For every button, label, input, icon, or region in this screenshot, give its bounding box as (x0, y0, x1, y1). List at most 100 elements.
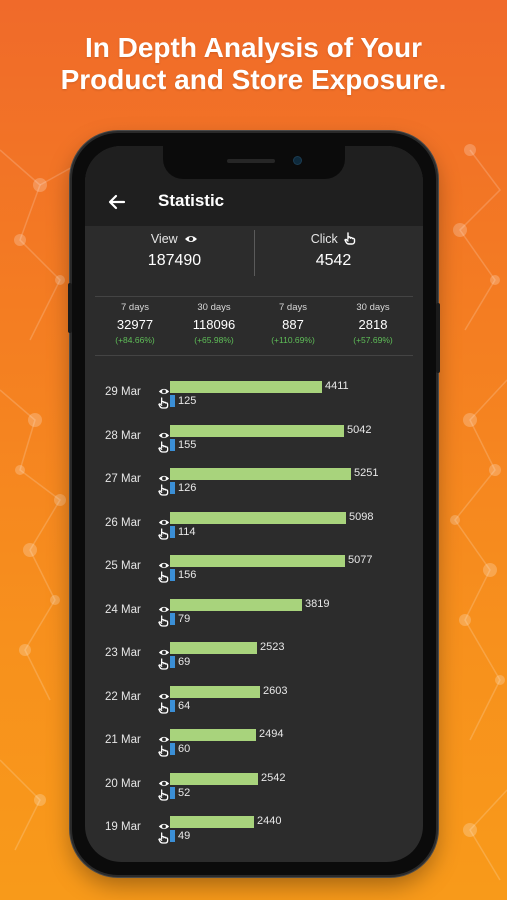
click-bar (170, 525, 175, 538)
bar-category-label: 20 Mar (105, 777, 141, 790)
bar-category-label: 23 Mar (105, 647, 141, 659)
eye-icon (158, 557, 170, 569)
period-value: 2818 (358, 317, 388, 332)
hand-pointer-icon (158, 657, 170, 670)
period-days: 7 days (121, 302, 149, 313)
view-value-label: 2603 (263, 684, 288, 697)
click-value-label: 125 (178, 395, 197, 407)
hand-pointer-icon (158, 483, 170, 496)
eye-icon (158, 775, 170, 787)
hand-pointer-icon (158, 701, 170, 714)
view-bar (170, 555, 345, 567)
hand-pointer-icon (158, 396, 170, 409)
click-bar (170, 656, 175, 668)
hand-pointer-icon (158, 614, 170, 627)
eye-icon (158, 514, 170, 526)
bar-category-label: 25 Mar (105, 560, 141, 572)
click-label: Click (310, 232, 338, 246)
bar-category-label: 19 Mar (105, 821, 141, 833)
headline-line-1: In Depth Analysis of Your (84, 32, 423, 63)
click-value-label: 114 (178, 525, 196, 538)
eye-icon (158, 644, 170, 656)
view-label: View (150, 232, 178, 246)
back-button[interactable] (103, 188, 131, 216)
view-bar (170, 511, 346, 524)
speaker-grille (227, 159, 275, 163)
eye-icon (158, 383, 170, 395)
click-total: 4542 (315, 252, 352, 269)
period-value: 118096 (192, 317, 236, 332)
period-stats: 7 days 32977 (+84.66%) 30 days 118096 (+… (95, 296, 413, 356)
view-value-label: 5042 (347, 423, 372, 436)
eye-icon (158, 818, 170, 830)
period-days: 30 days (356, 302, 390, 313)
view-bar (170, 729, 256, 741)
eye-icon (158, 470, 170, 482)
hand-pointer-icon (158, 831, 170, 844)
view-bar (170, 381, 322, 393)
eye-icon (158, 601, 170, 613)
front-camera (294, 157, 301, 164)
bar-category-label: 22 Mar (105, 690, 141, 703)
period-days: 7 days (279, 302, 307, 313)
phone-power-button (436, 303, 440, 373)
view-bar (170, 685, 260, 698)
phone-screen: Statistic View 187490 Click (85, 146, 423, 862)
hand-pointer-icon (158, 570, 170, 583)
click-value-label: 49 (178, 830, 191, 842)
bar-category-label: 28 Mar (105, 429, 141, 442)
view-bar (170, 598, 302, 611)
phone-volume-button (68, 283, 72, 333)
eye-icon (158, 427, 170, 439)
click-value-label: 69 (178, 656, 191, 668)
hand-pointer-icon (158, 527, 170, 540)
view-value-label: 3819 (305, 597, 330, 610)
click-value-label: 126 (178, 482, 197, 494)
eye-icon (185, 236, 198, 242)
click-bar (170, 395, 175, 407)
headline-line-2: Product and Store Exposure. (60, 64, 447, 95)
summary-panel: View 187490 Click 4542 (95, 226, 413, 284)
page-title: Statistic (158, 191, 225, 210)
view-value-label: 2440 (257, 815, 282, 827)
view-value-label: 2523 (260, 641, 285, 653)
period-value: 887 (282, 317, 304, 332)
click-value-label: 156 (178, 569, 197, 581)
click-bar (170, 830, 175, 842)
bar-category-label: 29 Mar (105, 386, 141, 398)
click-bar (170, 569, 175, 581)
view-value-label: 2494 (259, 728, 284, 740)
daily-bar-chart: 29 Mar 4411 125 28 Mar 5042 155 27 Mar 5251 126 2… (85, 146, 423, 862)
period-change: (+110.69%) (271, 335, 315, 345)
period-change: (+84.66%) (115, 335, 155, 345)
eye-icon (158, 688, 170, 700)
click-value-label: 64 (178, 699, 191, 712)
summary-divider (254, 230, 255, 276)
click-bar (170, 482, 175, 494)
click-bar (170, 743, 175, 755)
view-bar (170, 816, 254, 828)
view-value-label: 4411 (325, 380, 349, 392)
hand-pointer-icon (158, 788, 170, 801)
hand-pointer-icon (158, 440, 170, 453)
bar-category-label: 21 Mar (105, 734, 141, 746)
hand-pointer-icon (158, 744, 170, 757)
phone-notch (163, 146, 345, 179)
click-value-label: 155 (178, 438, 197, 451)
click-value-label: 60 (178, 743, 191, 755)
period-value: 32977 (116, 317, 154, 332)
app-bar: Statistic (85, 146, 423, 226)
period-change: (+57.69%) (353, 335, 393, 345)
click-bar (170, 699, 175, 712)
bar-category-label: 26 Mar (105, 516, 141, 529)
view-bar (170, 424, 344, 437)
view-value-label: 5251 (354, 467, 379, 479)
click-bar (170, 438, 175, 451)
promo-headline: In Depth Analysis of Your Product and St… (0, 32, 507, 96)
view-bar (170, 772, 258, 785)
arrow-left-icon (108, 194, 126, 210)
view-value-label: 2542 (261, 771, 286, 784)
period-change: (+65.98%) (194, 335, 234, 345)
click-bar (170, 612, 175, 625)
